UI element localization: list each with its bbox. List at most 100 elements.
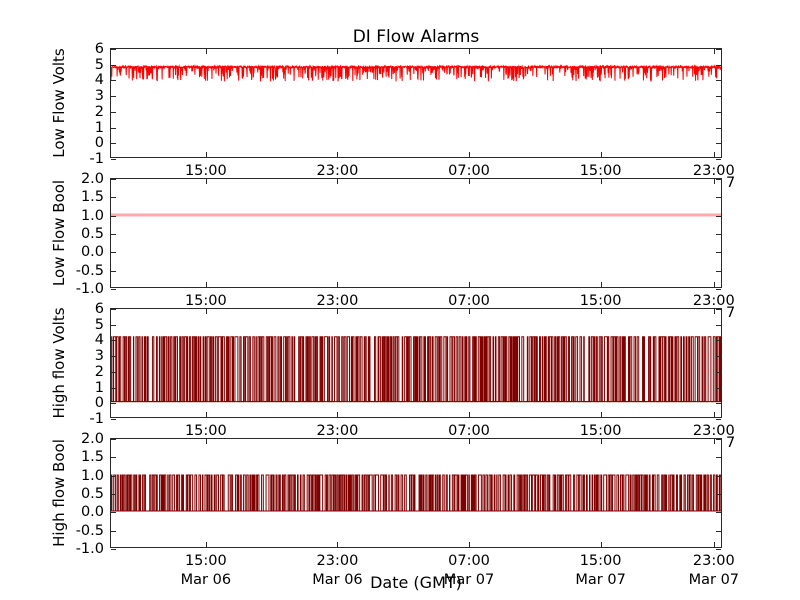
x-tick-mark	[600, 152, 602, 157]
y-tick-label: 0.0	[80, 244, 104, 261]
y-tick-mark	[716, 419, 721, 420]
y-tick-mark	[111, 475, 116, 477]
y-tick-mark	[716, 80, 721, 82]
y-tick-mark	[716, 340, 721, 342]
x-tick-mark	[337, 412, 339, 417]
subplot-high-flow-bool: -1.0 -0.5 0.0 0.5 1.0 1.5 2.0 15:00 Mar 06 23:00 M…	[50, 431, 739, 588]
y-tick-label: 1	[94, 379, 104, 396]
y-tick-mark	[716, 111, 721, 113]
y-tick-mark	[111, 289, 116, 290]
y-tick-label: -0.5	[75, 522, 104, 539]
plot-area-high-flow-bool	[111, 439, 721, 547]
series-low-flow-volts	[111, 49, 721, 157]
y-tick-label: -1	[89, 151, 104, 167]
y-tick-label: 1.0	[80, 207, 104, 224]
x-tick-label: 23:00 Mar 06	[312, 553, 363, 588]
x-tick-mark	[713, 439, 715, 444]
y-tick-label: 0	[94, 395, 104, 412]
y-tick-mark	[716, 49, 721, 50]
y-tick-mark	[111, 324, 116, 326]
x-tick-mark	[469, 152, 471, 157]
x-tick-label: 07:00	[448, 293, 490, 309]
x-tick-label: 15:00 Mar 07	[575, 553, 626, 588]
x-tick-mark	[600, 412, 602, 417]
x-tick-mark	[469, 309, 471, 314]
y-tick-mark	[716, 197, 721, 199]
x-tick-mark	[713, 412, 715, 417]
x-tick-mark	[337, 282, 339, 287]
y-tick-mark	[716, 512, 721, 514]
y-tick-mark	[111, 419, 116, 420]
x-tick-mark	[600, 49, 602, 54]
x-tick-mark	[713, 49, 715, 54]
y-tick-mark	[111, 159, 116, 160]
x-tick-label: 15:00	[579, 163, 622, 179]
x-tick-mark	[469, 412, 471, 417]
x-tick-mark	[205, 152, 207, 157]
y-tick-label: 0.5	[80, 486, 104, 502]
subplot-low-flow-bool: -1.0 -0.5 0.0 0.5 1.0 1.5 2.0 15:00 23:00 07:00 15…	[50, 171, 735, 309]
x-tick-mark	[469, 542, 471, 547]
x-tick-mark	[337, 49, 339, 54]
y-tick-mark	[111, 49, 116, 50]
y-tick-mark	[716, 387, 721, 389]
y-tick-mark	[716, 289, 721, 290]
y-tick-mark	[111, 356, 116, 358]
y-tick-mark	[716, 252, 721, 254]
y-axis-label: Low Flow Bool	[50, 179, 68, 287]
y-tick-mark	[111, 197, 116, 199]
y-tick-label: -1.0	[75, 541, 104, 557]
y-tick-mark	[716, 457, 721, 459]
x-tick-label: 15:00	[184, 163, 227, 179]
y-tick-mark	[111, 340, 116, 342]
y-axis-label: High flow Volts	[50, 307, 68, 419]
y-tick-mark	[716, 475, 721, 477]
x-tick-label: 15:00 Mar 06	[180, 553, 232, 588]
plot-area-low-flow-volts	[111, 49, 721, 157]
x-tick-label: 07:00	[448, 423, 490, 439]
y-tick-mark	[716, 309, 721, 310]
y-tick-mark	[716, 371, 721, 373]
y-tick-mark	[716, 143, 721, 145]
x-tick-label: 23:00	[692, 423, 735, 439]
plot-area-low-flow-bool	[111, 179, 721, 287]
y-tick-label: 1.5	[80, 449, 104, 466]
clipped-date-fragment: 7	[726, 435, 736, 451]
x-tick-date-label: Mar 07	[443, 572, 495, 588]
y-tick-mark	[111, 549, 116, 550]
y-tick-label: 2	[94, 363, 104, 380]
y-tick-mark	[716, 356, 721, 358]
x-tick-label: 15:00	[184, 423, 227, 439]
x-tick-mark	[713, 282, 715, 287]
x-tick-mark	[205, 309, 207, 314]
y-tick-mark	[111, 494, 116, 495]
y-tick-label: 1.0	[80, 467, 104, 484]
y-tick-mark	[111, 96, 116, 98]
y-tick-label: 6	[94, 301, 104, 317]
x-tick-label: 23:00	[316, 423, 359, 439]
x-tick-mark	[205, 542, 207, 547]
x-tick-mark	[600, 542, 602, 547]
x-tick-label: 23:00	[692, 163, 735, 179]
x-axis-label: Date (GMT)	[370, 573, 462, 592]
series-high-flow-bool	[111, 439, 721, 547]
y-tick-label: -1	[89, 411, 104, 427]
x-tick-mark	[469, 282, 471, 287]
y-tick-label: 5	[94, 316, 104, 333]
y-tick-mark	[716, 64, 721, 66]
y-tick-mark	[716, 403, 721, 405]
x-tick-label: 15:00	[579, 293, 622, 309]
x-tick-mark	[600, 309, 602, 314]
x-tick-mark	[205, 412, 207, 417]
y-tick-mark	[111, 439, 116, 440]
x-tick-label: 15:00	[184, 293, 227, 309]
y-tick-mark	[111, 64, 116, 66]
y-tick-label: 3	[94, 348, 104, 365]
x-tick-mark	[337, 152, 339, 157]
x-tick-label: 07:00 Mar 07	[443, 553, 495, 588]
y-tick-label: 2.0	[80, 431, 104, 447]
x-tick-mark	[600, 439, 602, 444]
y-tick-label: 0.5	[80, 226, 104, 242]
y-tick-mark	[716, 549, 721, 550]
